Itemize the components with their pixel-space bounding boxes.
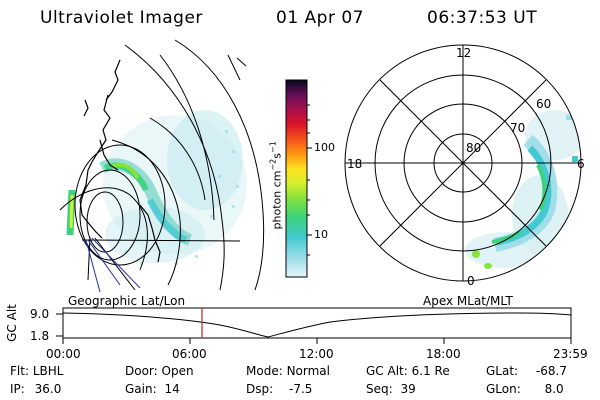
timeline-tick-2: 12:00 [299,347,334,361]
ip-info: IP: 36.0 [10,382,61,396]
geographic-panel [59,39,265,293]
seq-value: 39 [400,382,416,396]
instrument-title: Ultraviolet Imager [40,8,203,28]
polar-label-0: 0 [467,274,475,288]
colorbar-label: photon cm−2s−1 [269,115,284,255]
gc-alt-label: GC Alt: [366,364,408,378]
dsp-label: Dsp: [246,382,274,396]
gc-alt-info: GC Alt: 6.1 Re [366,364,450,378]
ip-label: IP: [10,382,25,396]
glon-info: GLon: 8.0 [486,382,564,396]
dsp-value: -7.5 [288,382,313,396]
altitude-timeline [56,307,572,344]
polar-ring-70: 70 [510,121,526,135]
glon-label: GLon: [486,382,521,396]
mode-label: Mode: [246,364,283,378]
polar-ring-60: 60 [536,97,552,111]
mode-value: Normal [286,364,330,378]
seq-info: Seq: 39 [366,382,416,396]
gain-label: Gain: [125,382,157,396]
timeline-y-low: 1.8 [30,329,50,343]
glat-value: -68.7 [535,364,567,378]
observation-time: 06:37:53 UT [427,8,538,28]
filter-value: LBHL [32,364,64,378]
geographic-panel-label: Geographic Lat/Lon [68,294,186,308]
door-label: Door: [125,364,158,378]
colorbar-exp2: −1 [268,141,278,153]
door-value: Open [161,364,194,378]
polar-label-18: 18 [347,157,363,171]
polar-label-12: 12 [456,46,472,60]
polar-ring-80: 80 [466,141,482,155]
polar-plot [344,44,582,282]
mode-info: Mode: Normal [246,364,330,378]
filter-info: Flt: LBHL [10,364,63,378]
timeline-axis-label: GC Alt [5,304,19,342]
ip-value: 36.0 [34,382,62,396]
colorbar-unit: photon cm [270,170,284,230]
timeline-tick-4: 23:59 [553,347,588,361]
timeline-tick-3: 18:00 [426,347,461,361]
filter-label: Flt: [10,364,29,378]
gain-info: Gain: 14 [125,382,180,396]
timeline-y-high: 9.0 [30,307,50,321]
timeline-tick-0: 00:00 [46,347,81,361]
intensity-colorbar [285,79,312,278]
dsp-info: Dsp: -7.5 [246,382,312,396]
colorbar-exp1: −2 [268,158,278,171]
colorbar-tick-10: 10 [314,228,328,241]
observation-date: 01 Apr 07 [276,8,364,28]
colorbar-tick-100: 100 [314,141,335,154]
polar-label-6: 6 [577,157,585,171]
seq-label: Seq: [366,382,393,396]
colorbar-unit-s: s [270,152,284,159]
door-info: Door: Open [125,364,194,378]
apex-panel-label: Apex MLat/MLT [423,294,513,308]
glat-info: GLat: -68.7 [486,364,567,378]
gain-value: 14 [164,382,180,396]
glon-value: 8.0 [544,382,564,396]
glat-label: GLat: [486,364,519,378]
timeline-tick-1: 06:00 [172,347,207,361]
gc-alt-value: 6.1 Re [411,364,450,378]
